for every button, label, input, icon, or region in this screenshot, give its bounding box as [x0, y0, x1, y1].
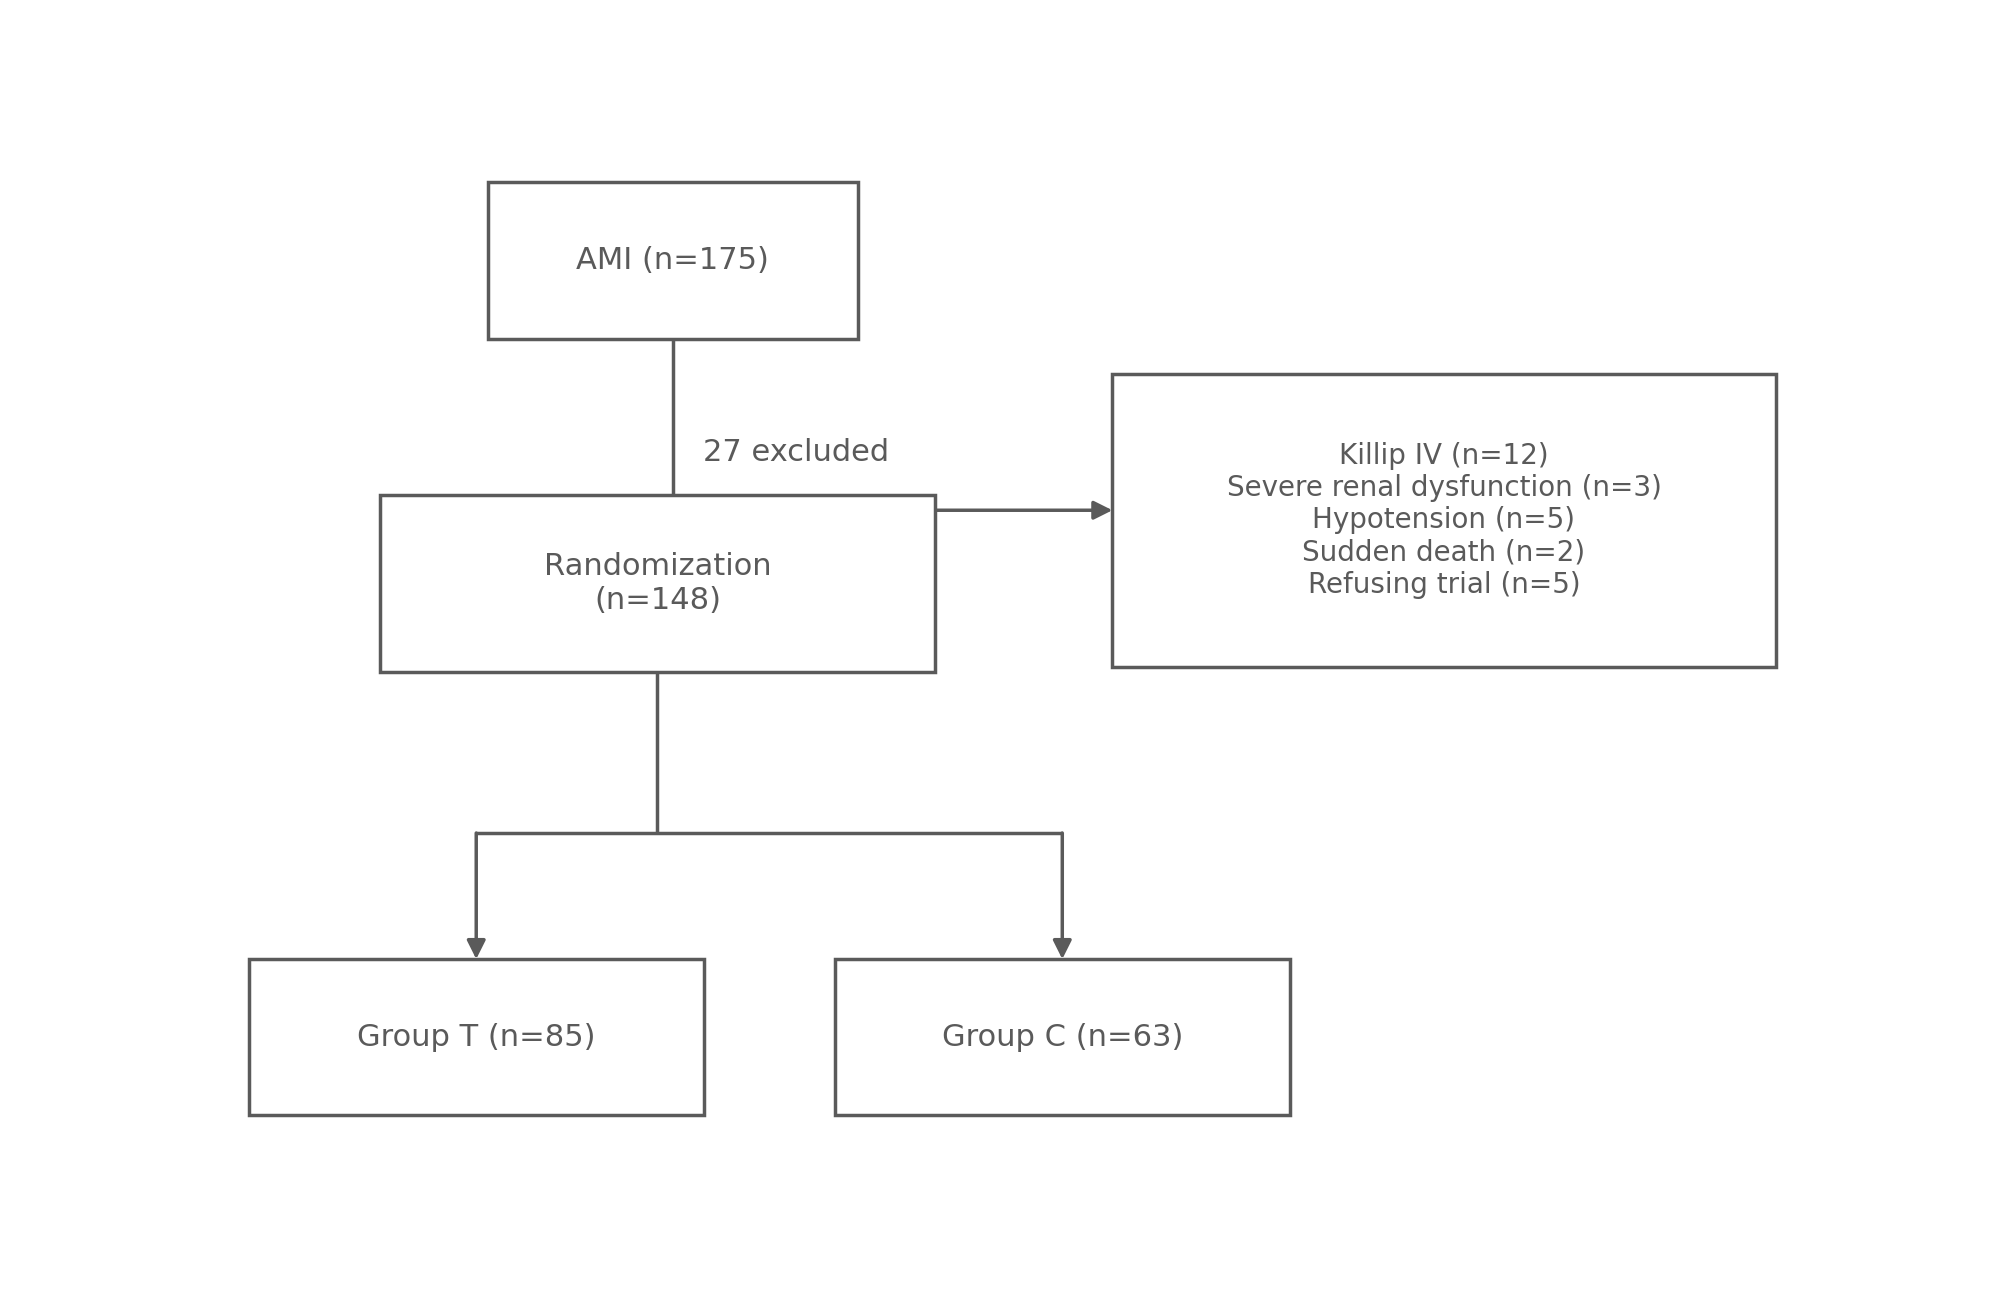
Text: Killip IV (n=12)
Severe renal dysfunction (n=3)
Hypotension (n=5)
Sudden death (: Killip IV (n=12) Severe renal dysfunctio… [1225, 441, 1661, 599]
Text: 27 excluded: 27 excluded [702, 438, 889, 466]
FancyBboxPatch shape [835, 959, 1289, 1116]
Text: Group C (n=63): Group C (n=63) [941, 1023, 1181, 1052]
Text: Group T (n=85): Group T (n=85) [356, 1023, 595, 1052]
FancyBboxPatch shape [1112, 375, 1774, 667]
Text: Randomization
(n=148): Randomization (n=148) [543, 552, 772, 614]
FancyBboxPatch shape [249, 959, 704, 1116]
FancyBboxPatch shape [487, 182, 857, 339]
Text: AMI (n=175): AMI (n=175) [577, 246, 770, 275]
FancyBboxPatch shape [380, 495, 935, 672]
